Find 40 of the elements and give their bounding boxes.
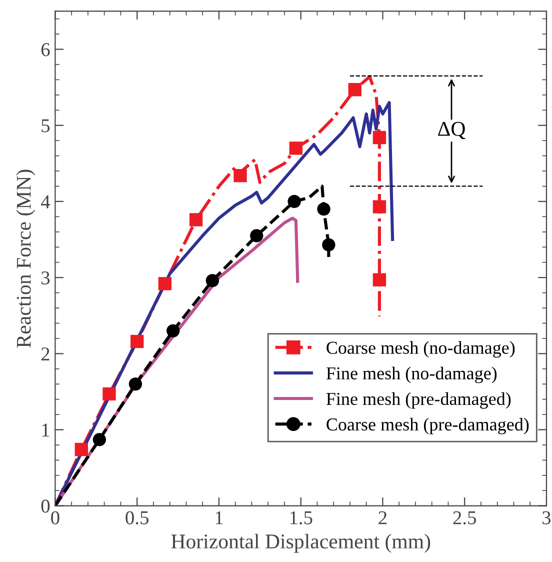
x-tick-label: 0 [51,511,60,524]
x-tick-label: 3 [542,511,551,524]
x-axis-title: Horizontal Displacement (mm) [171,534,430,553]
point [128,377,142,391]
point [372,130,386,144]
point [317,202,330,216]
legend-label: Fine mesh (no-damage) [326,366,497,384]
x-tick-label: 2.5 [453,511,476,524]
point [102,387,116,401]
y-tick-label: 4 [40,195,50,208]
point [372,273,386,286]
x-tick-label: 0.5 [126,511,148,524]
point [234,169,247,182]
y-tick-label: 5 [42,119,50,132]
y-tick-label: 3 [42,271,50,284]
y-tick-label: 6 [41,43,50,56]
point [289,142,303,155]
point [288,194,301,208]
point [348,83,362,96]
y-tick-label: 1 [42,424,50,436]
y-tick-label: 2 [41,348,50,360]
legend-label: Coarse mesh (no-damage) [326,341,515,358]
point [322,238,336,252]
point [166,324,180,338]
y-tick-label: 0 [41,500,50,513]
point [372,200,386,214]
x-tick-label: 1 [216,511,223,524]
x-tick-label: 2 [378,511,387,524]
legend-label: Coarse mesh (pre-damaged) [326,418,529,434]
point [74,442,88,456]
annotation: ΔQ [438,122,466,140]
y-axis-title: Reaction Force (MN) [16,170,36,348]
x-tick-label: 1.5 [290,511,312,524]
point [130,334,144,348]
point [189,213,203,226]
legend-label: Fine mesh (pre-damaged) [326,392,511,409]
point [206,274,219,288]
point [250,229,264,242]
point [158,277,172,290]
point [92,433,106,446]
